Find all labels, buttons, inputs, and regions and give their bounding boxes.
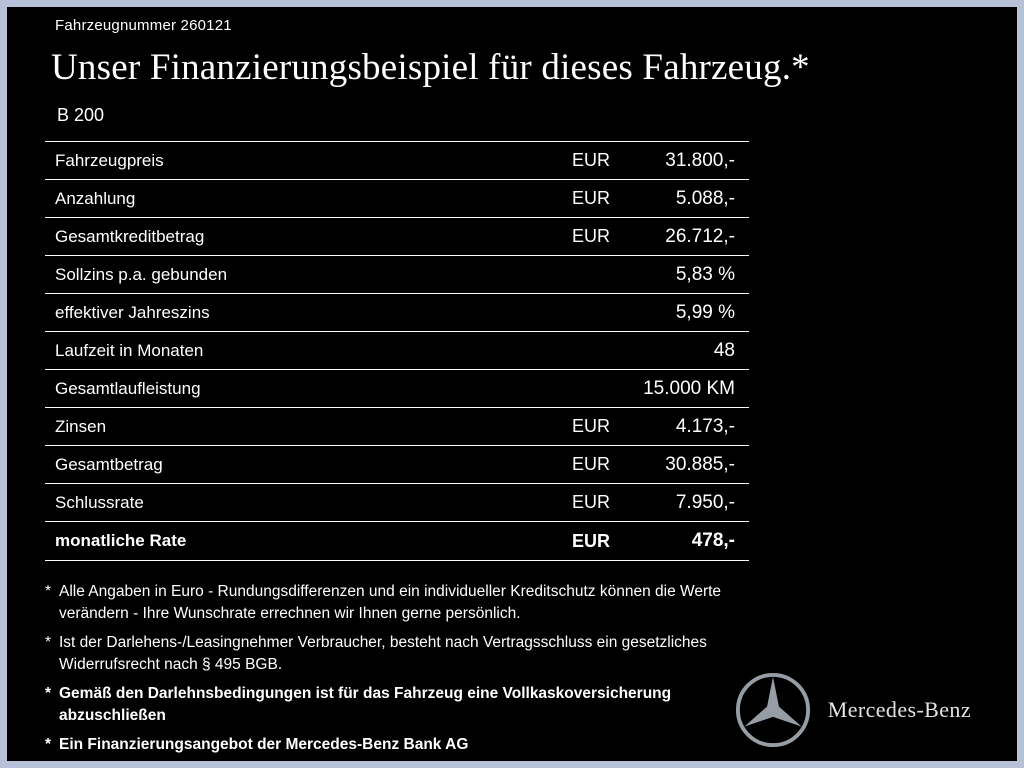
- footnote-marker: *: [45, 685, 52, 702]
- row-label: Fahrzeugpreis: [55, 150, 164, 170]
- vehicle-number: Fahrzeugnummer 260121: [55, 17, 232, 34]
- slide-content: Fahrzeugnummer 260121 Unser Finanzierung…: [7, 7, 1017, 756]
- footnote-marker: *: [45, 634, 52, 651]
- row-label: Gesamtbetrag: [55, 454, 163, 474]
- footnote-text: Ein Finanzierungsangebot der Mercedes-Be…: [59, 736, 469, 753]
- row-label: Sollzins p.a. gebunden: [55, 264, 228, 284]
- row-currency: EUR: [571, 150, 610, 170]
- vehicle-model: B 200: [57, 105, 105, 125]
- footnote: * Alle Angaben in Euro - Rundungsdiffere…: [45, 581, 745, 625]
- footnote-marker: *: [45, 583, 52, 600]
- table-row: Anzahlung EUR 5.088,-: [45, 179, 749, 217]
- footnote: * Ein Finanzierungsangebot der Mercedes-…: [45, 734, 745, 756]
- row-value: 31.800,-: [665, 149, 735, 171]
- row-value: 48: [713, 339, 735, 361]
- table-row: Gesamtlaufleistung 15.000 KM: [45, 369, 749, 407]
- footnotes: * Alle Angaben in Euro - Rundungsdiffere…: [45, 581, 745, 756]
- table-row: Sollzins p.a. gebunden 5,83 %: [45, 255, 749, 293]
- row-value: 5,83 %: [675, 263, 735, 285]
- table-row-monthly-rate: monatliche Rate EUR 478,-: [45, 521, 749, 561]
- footnote-text: Gemäß den Darlehnsbedingungen ist für da…: [59, 685, 672, 724]
- table-row: effektiver Jahreszins 5,99 %: [45, 293, 749, 331]
- row-value: 7.950,-: [675, 491, 735, 513]
- row-label: monatliche Rate: [55, 531, 187, 550]
- row-value: 5.088,-: [675, 187, 735, 209]
- table-row: Zinsen EUR 4.173,-: [45, 407, 749, 445]
- table-row: Fahrzeugpreis EUR 31.800,-: [45, 141, 749, 179]
- row-value: 4.173,-: [675, 415, 735, 437]
- table-row: Schlussrate EUR 7.950,-: [45, 483, 749, 521]
- row-currency: EUR: [571, 492, 610, 512]
- row-value: 478,-: [691, 530, 735, 551]
- row-label: Schlussrate: [55, 492, 144, 512]
- row-label: Gesamtkreditbetrag: [55, 226, 205, 246]
- row-currency: EUR: [571, 188, 610, 208]
- footnote-text: Ist der Darlehens-/Leasingnehmer Verbrau…: [59, 634, 707, 673]
- row-currency: EUR: [571, 416, 610, 436]
- table-row: Gesamtbetrag EUR 30.885,-: [45, 445, 749, 483]
- row-value: 26.712,-: [665, 225, 735, 247]
- row-currency: EUR: [571, 226, 610, 246]
- row-currency: EUR: [571, 530, 610, 551]
- finance-table: Fahrzeugpreis EUR 31.800,- Anzahlung EUR…: [45, 141, 749, 561]
- row-value: 15.000 KM: [643, 377, 735, 399]
- row-value: 30.885,-: [665, 453, 735, 475]
- row-label: Anzahlung: [55, 188, 136, 208]
- row-currency: EUR: [571, 454, 610, 474]
- footnote-text: Alle Angaben in Euro - Rundungsdifferenz…: [59, 583, 722, 622]
- row-label: Zinsen: [55, 416, 107, 436]
- mercedes-star-icon: [734, 671, 812, 749]
- row-label: Laufzeit in Monaten: [55, 340, 204, 360]
- brand-block: Mercedes-Benz: [734, 671, 971, 749]
- page-title: Unser Finanzierungsbeispiel für dieses F…: [51, 47, 810, 88]
- row-value: 5,99 %: [675, 301, 735, 323]
- footnote: * Gemäß den Darlehnsbedingungen ist für …: [45, 683, 745, 727]
- row-label: Gesamtlaufleistung: [55, 378, 201, 398]
- table-row: Gesamtkreditbetrag EUR 26.712,-: [45, 217, 749, 255]
- mercedes-wordmark: Mercedes-Benz: [827, 697, 971, 722]
- footnote: * Ist der Darlehens-/Leasingnehmer Verbr…: [45, 632, 745, 676]
- row-label: effektiver Jahreszins: [55, 302, 210, 322]
- footnote-marker: *: [45, 736, 52, 753]
- table-row: Laufzeit in Monaten 48: [45, 331, 749, 369]
